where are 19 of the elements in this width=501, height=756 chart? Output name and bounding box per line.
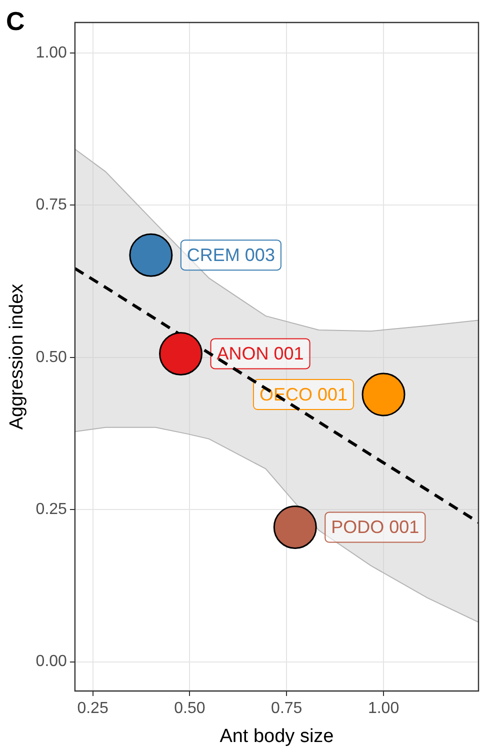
y-tick-label: 0.25 xyxy=(36,500,68,518)
series-label: ANON 001 xyxy=(216,344,304,364)
x-tick-label: 0.75 xyxy=(271,700,302,718)
chart-title: C xyxy=(6,6,25,37)
x-tick-label: 1.00 xyxy=(368,700,400,718)
y-tick-label: 0.50 xyxy=(36,348,68,366)
y-axis-title: Aggression index xyxy=(6,283,28,430)
x-tick-label: 0.25 xyxy=(77,700,108,718)
x-axis-title: Ant body size xyxy=(220,726,334,747)
series-label: PODO 001 xyxy=(331,517,420,538)
point xyxy=(273,505,317,549)
y-tick-label: 0.00 xyxy=(36,653,68,670)
point xyxy=(159,332,203,376)
series-label: CREM 003 xyxy=(186,245,275,266)
x-tick-label: 0.50 xyxy=(174,700,206,718)
point xyxy=(362,372,406,416)
y-tick-label: 0.75 xyxy=(36,196,68,214)
y-tick-label: 1.00 xyxy=(36,44,68,62)
point xyxy=(129,233,173,277)
